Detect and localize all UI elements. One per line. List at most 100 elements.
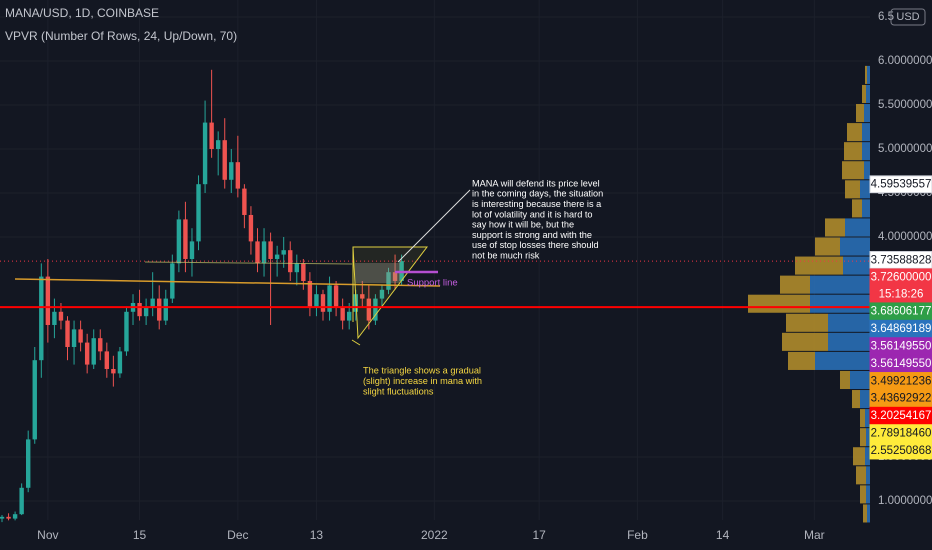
x-tick-label: 17 [532, 528, 546, 542]
volume-up [843, 256, 870, 275]
volume-down [863, 504, 867, 523]
x-tick-label: Feb [627, 528, 648, 542]
grid [0, 0, 870, 520]
triangle [352, 246, 429, 340]
price-badge [869, 389, 932, 408]
note-line: use of stop losses there should [472, 240, 599, 250]
range-box [355, 263, 400, 283]
candle-body [183, 219, 188, 259]
candle-body [320, 294, 326, 312]
price-badge [869, 337, 932, 356]
volume-up [866, 466, 870, 485]
volume-down [862, 84, 866, 104]
price-badge [869, 319, 932, 338]
y-tick-label: 6.5 [878, 11, 894, 23]
candle-body [58, 311, 64, 321]
price-badge-label: 3.64869189 [871, 323, 932, 335]
volume-down [815, 237, 840, 256]
candle-body [45, 276, 51, 325]
candle-body [386, 272, 391, 290]
volume-down [845, 180, 860, 199]
price-badge [869, 424, 932, 443]
volume-down [840, 370, 850, 390]
candle-body [314, 294, 319, 308]
price-badge-label: 3.72600000 [871, 272, 932, 284]
volume-up [860, 180, 870, 199]
trend-line [14, 278, 441, 287]
candle-body [124, 311, 129, 352]
volume-up [865, 409, 870, 428]
volume-down [856, 104, 864, 123]
price-badge-label: 4.59539557 [871, 179, 932, 191]
unit-label: USD [896, 11, 919, 23]
candle-body [255, 241, 260, 264]
candle-body [222, 140, 227, 180]
volume-down [788, 351, 815, 370]
candle-body [288, 250, 293, 273]
candle-body [346, 311, 352, 321]
volume-up [862, 142, 870, 161]
y-tick-label: 5.00000000 [878, 143, 932, 155]
price-badge-label: 2.78918460 [871, 427, 932, 439]
volume-down [860, 428, 866, 447]
countdown: 15:18:26 [879, 288, 924, 300]
note-line: in the coming days, the situation [472, 189, 603, 199]
volume-up [850, 370, 870, 390]
candle-body [360, 294, 365, 299]
y-tick-label: 1.00000000 [878, 495, 932, 507]
x-tick-label: Dec [227, 528, 248, 542]
volume-down [852, 390, 860, 409]
callout-line [397, 189, 471, 263]
drawings: Support line [0, 189, 870, 346]
volume-up [866, 84, 870, 104]
candle-body [209, 122, 214, 149]
volume-up [862, 123, 870, 142]
volume-up [810, 294, 870, 313]
y-tick-label: 6.00000000 [878, 55, 932, 67]
volume-up [864, 161, 870, 180]
volume-up [866, 428, 870, 447]
triangle-note-line: slight fluctuations [363, 386, 434, 396]
volume-up [810, 275, 870, 294]
x-tick-label: Mar [804, 528, 825, 542]
candle-body [301, 263, 306, 281]
price-badge [869, 175, 932, 194]
volume-up [815, 351, 870, 370]
candle-body [176, 219, 182, 264]
candle-body [294, 263, 299, 273]
volume-down [786, 313, 828, 332]
candle-body [104, 351, 110, 369]
volume-up [865, 447, 870, 466]
x-tick-label: 13 [310, 528, 324, 542]
price-badge-label: 2.55250868 [871, 445, 932, 457]
candle-body [307, 280, 313, 308]
price-axis: Nov 15 Dec 13 2022 17 Feb 14 Mar 6.5 6.00000000 5.5… [37, 8, 932, 542]
candle-body [98, 338, 103, 352]
x-tick-label: 14 [716, 528, 730, 542]
candle-body [229, 162, 234, 180]
volume-down [825, 218, 845, 237]
candle-body [137, 302, 142, 317]
price-badge [869, 372, 932, 390]
candle-body [26, 439, 31, 488]
candle-body [281, 250, 286, 255]
price-badge [869, 302, 932, 321]
price-badge-label: 3.49921236 [871, 375, 932, 387]
candle-body [12, 514, 18, 519]
candle-body [143, 307, 149, 317]
volume-up [867, 65, 870, 84]
volume-up [860, 390, 870, 409]
candle-body [392, 272, 398, 281]
price-badge-label: 3.68606177 [871, 306, 932, 318]
candle-body [242, 188, 247, 215]
candle-body [6, 516, 11, 519]
candle-body [117, 351, 123, 374]
volume-profile [748, 65, 870, 523]
candle-body [52, 311, 57, 325]
candle-body [215, 140, 221, 149]
price-badge [869, 441, 932, 460]
callout-line [351, 339, 361, 346]
candle-body [196, 184, 201, 242]
volume-up [828, 332, 870, 351]
candle-body [19, 487, 24, 515]
